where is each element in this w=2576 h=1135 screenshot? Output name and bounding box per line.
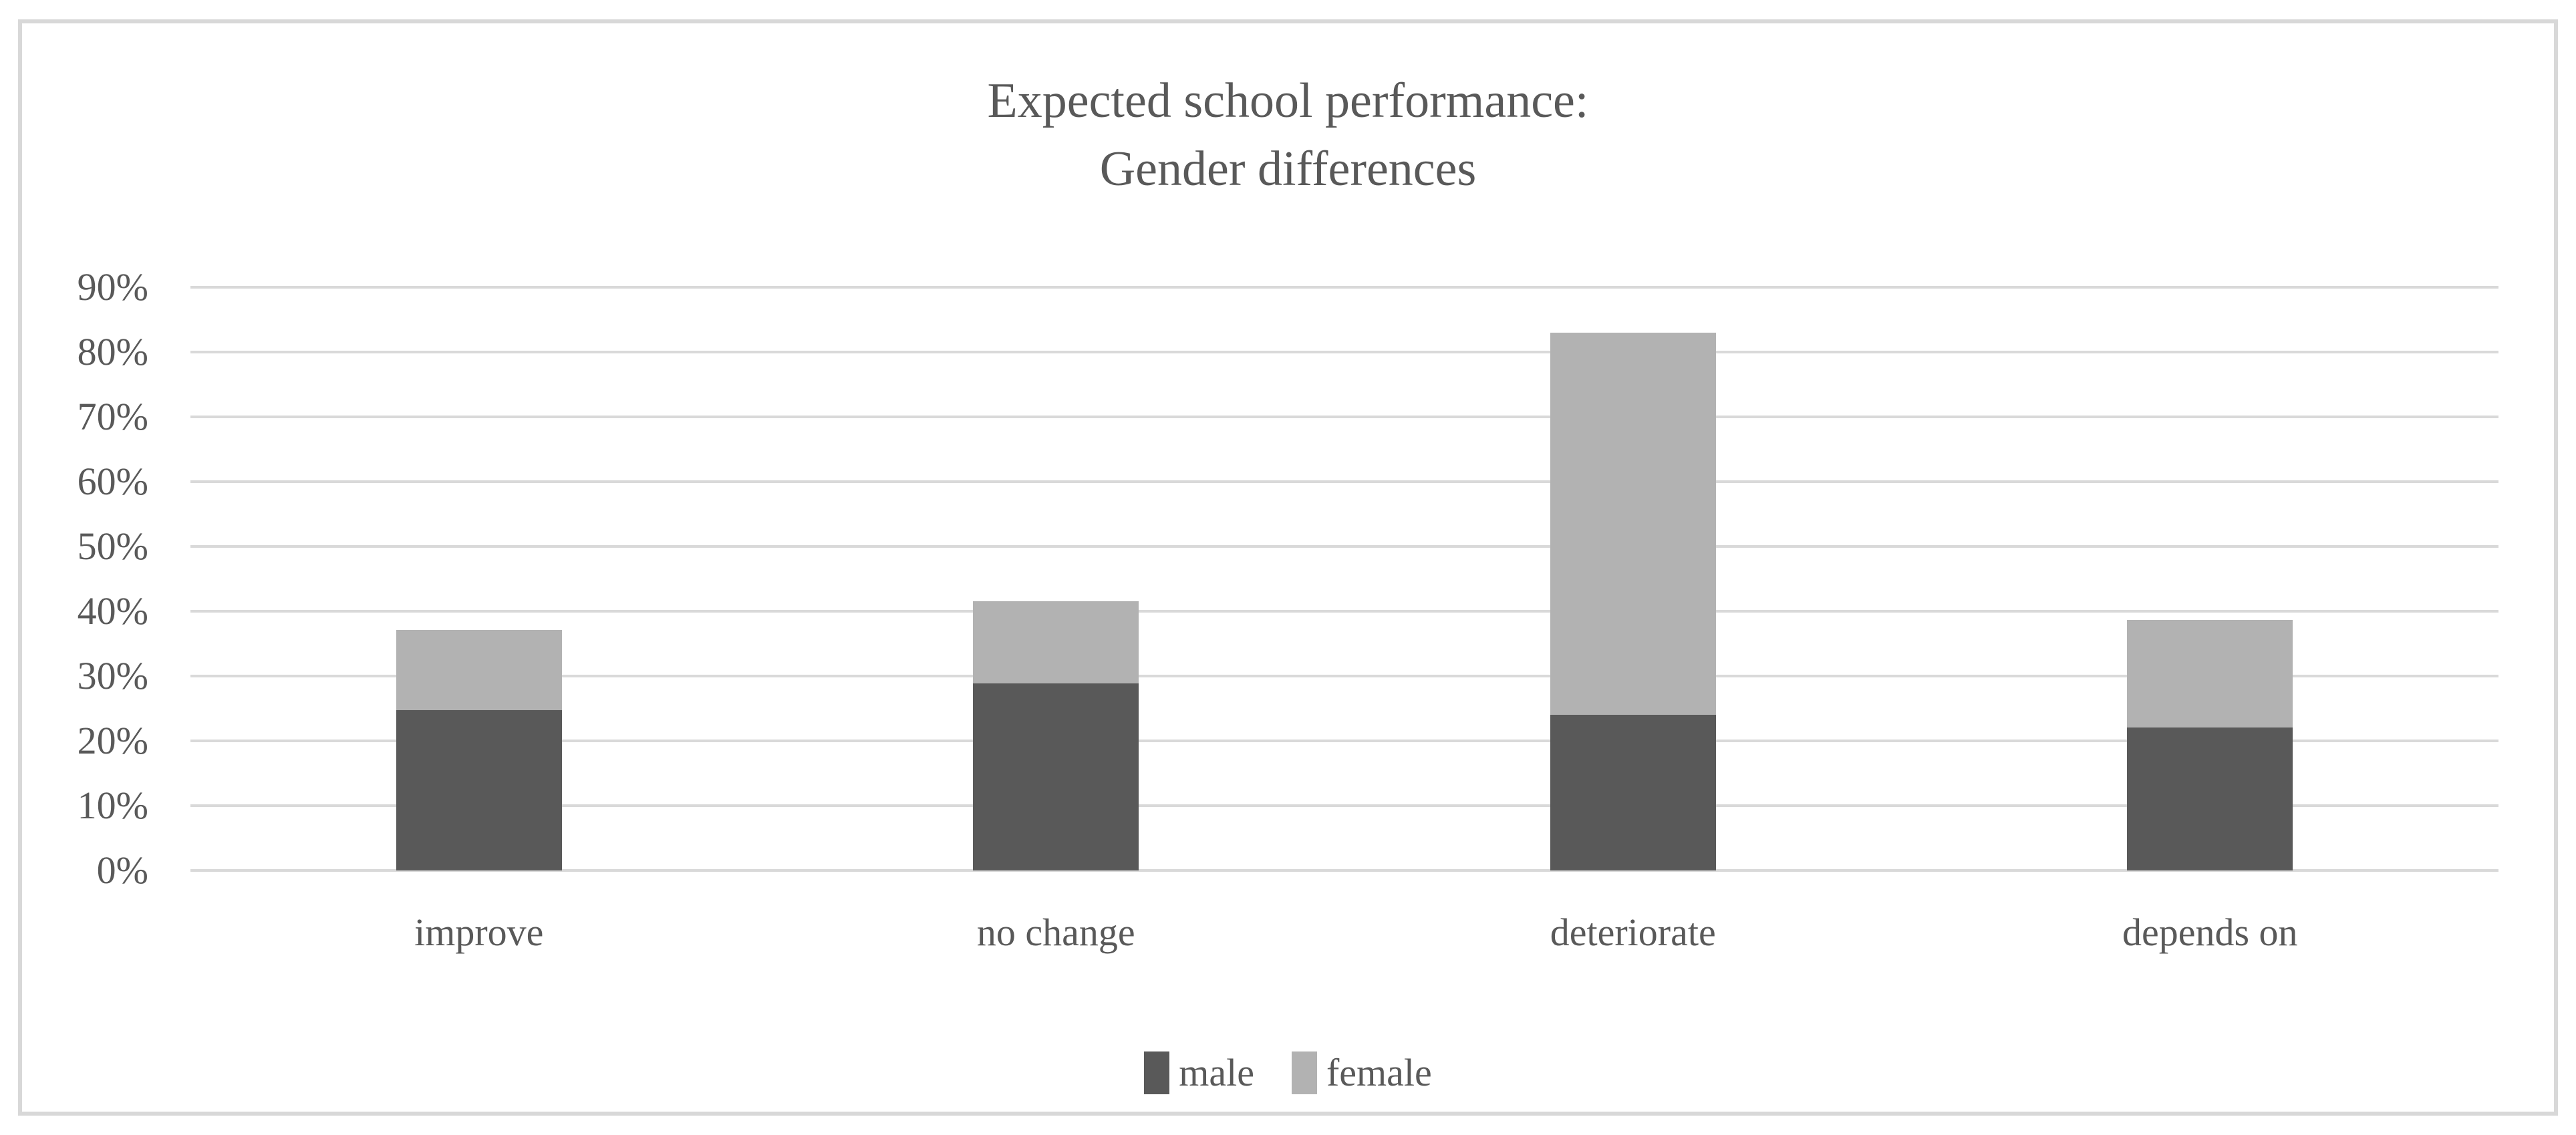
plot-area [190,286,2498,872]
bar-improve-female [396,630,562,711]
gridline-20 [190,740,2498,742]
x-tick-label-improve: improve [414,911,544,954]
legend-item-male: male [1144,1051,1254,1094]
bar-deteriorate-female [1550,332,1716,715]
gridline-0 [190,869,2498,872]
gridline-30 [190,675,2498,677]
y-tick-label-60: 60% [77,460,148,503]
y-tick-label-90: 90% [77,265,148,309]
bar-depends-on-male [2127,727,2293,870]
gridline-40 [190,610,2498,613]
y-tick-label-50: 50% [77,524,148,568]
x-tick-label-deteriorate: deteriorate [1550,911,1716,954]
gridline-90 [190,286,2498,289]
x-tick-label-depends-on: depends on [2122,911,2298,954]
y-tick-label-30: 30% [77,654,148,697]
gridline-80 [190,351,2498,353]
gridline-70 [190,416,2498,418]
legend-label-female: female [1326,1051,1432,1094]
y-tick-label-80: 80% [77,330,148,373]
bar-no-change-female [973,601,1139,683]
legend-marker-male-icon [1144,1051,1170,1094]
legend-marker-female-icon [1291,1051,1317,1094]
y-tick-label-40: 40% [77,589,148,633]
y-tick-label-70: 70% [77,395,148,438]
bar-no-change-male [973,683,1139,870]
bar-depends-on-female [2127,619,2293,727]
legend-item-female: female [1291,1051,1432,1094]
chart-title: Expected school performance: Gender diffe… [0,67,2576,203]
y-tick-label-20: 20% [77,719,148,762]
bar-improve-male [396,710,562,870]
legend: male female [0,1051,2576,1094]
y-tick-label-0: 0% [96,848,148,892]
x-tick-label-no-change: no change [976,911,1135,954]
chart-title-line-2: Gender differences [1099,142,1477,196]
chart-title-line-1: Expected school performance: [987,73,1589,128]
gridline-50 [190,545,2498,548]
gridline-10 [190,804,2498,807]
legend-label-male: male [1179,1051,1254,1094]
y-tick-label-10: 10% [77,784,148,827]
gridline-60 [190,480,2498,483]
bar-deteriorate-male [1550,715,1716,870]
